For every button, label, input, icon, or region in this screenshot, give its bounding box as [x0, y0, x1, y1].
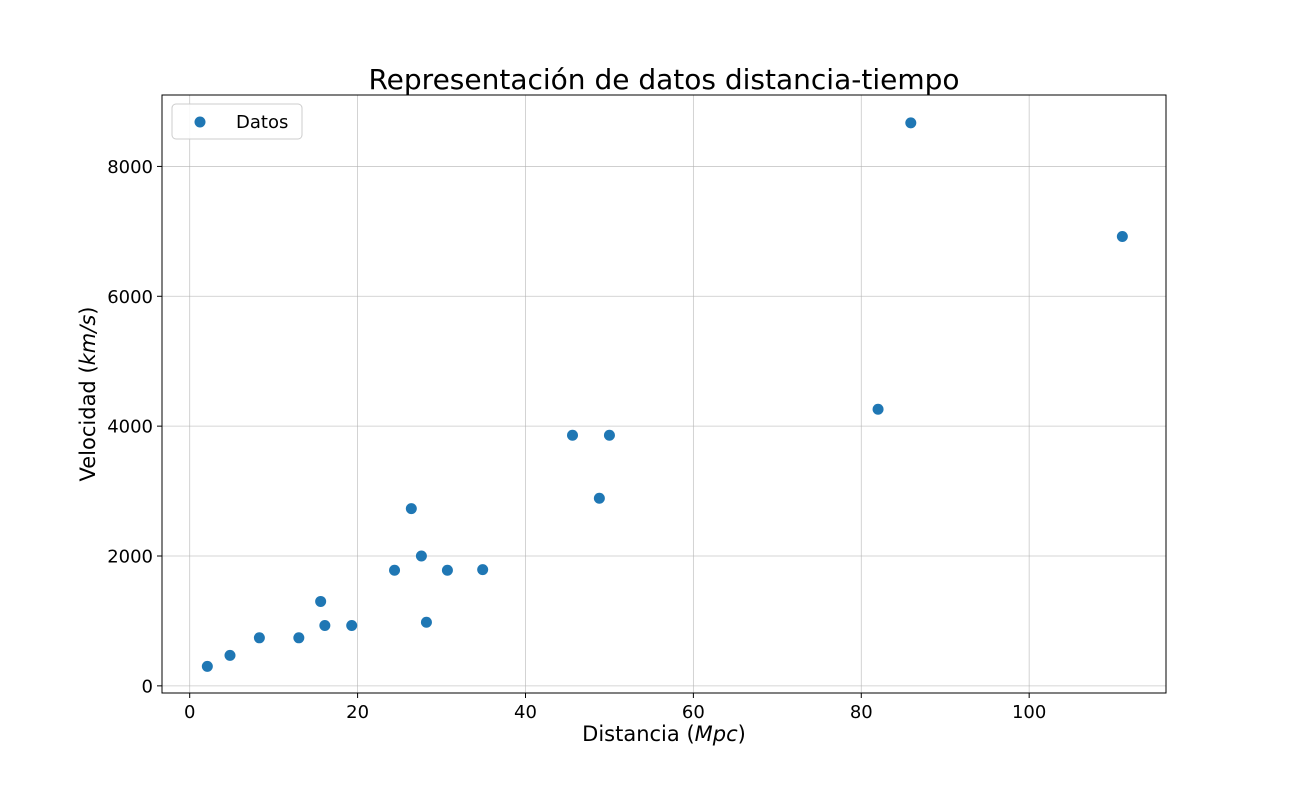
- data-point: [293, 632, 305, 644]
- y-tick-label: 6000: [107, 287, 153, 308]
- data-point: [603, 429, 615, 441]
- x-tick-label: 0: [184, 702, 195, 723]
- y-axis-label: Velocidad (km/s): [76, 307, 100, 482]
- plot-frame: [161, 94, 1167, 694]
- x-axis-ticks: 0 20 40 60 80 100: [184, 693, 1046, 723]
- data-point: [477, 564, 489, 576]
- data-points: [201, 117, 1128, 672]
- data-point: [872, 403, 884, 415]
- y-axis-label-suffix: ): [76, 307, 100, 315]
- y-tick-label: 0: [142, 676, 153, 697]
- x-tick-label: 40: [514, 702, 537, 723]
- data-point: [201, 660, 213, 672]
- x-tick-label: 60: [682, 702, 705, 723]
- grid: [162, 95, 1166, 693]
- chart-title: Representación de datos distancia-tiempo: [368, 63, 959, 96]
- data-point: [319, 619, 331, 631]
- x-axis-label: Distancia (Mpc): [582, 722, 746, 746]
- data-point: [389, 564, 401, 576]
- y-tick-label: 4000: [107, 417, 153, 438]
- data-point: [905, 117, 917, 129]
- y-tick-label: 8000: [107, 157, 153, 178]
- data-point: [1116, 231, 1128, 243]
- legend-box: [171, 103, 303, 140]
- data-point: [566, 429, 578, 441]
- legend-label-datos: Datos: [236, 112, 288, 133]
- x-tick-label: 80: [850, 702, 873, 723]
- y-axis-label-prefix: Velocidad (: [76, 365, 100, 481]
- data-point: [420, 616, 432, 628]
- data-point: [224, 649, 236, 661]
- data-point: [315, 595, 327, 607]
- y-axis-ticks: 0 2000 4000 6000 8000: [107, 157, 162, 697]
- x-tick-label: 100: [1012, 702, 1046, 723]
- data-point: [253, 632, 265, 644]
- data-point: [405, 503, 417, 515]
- legend-marker-datos: [194, 116, 206, 128]
- y-axis-label-unit: km/s: [76, 315, 100, 366]
- data-point: [415, 550, 427, 562]
- y-tick-label: 2000: [107, 546, 153, 567]
- x-axis-label-prefix: Distancia (: [582, 722, 694, 746]
- data-point: [346, 619, 358, 631]
- data-point: [441, 564, 453, 576]
- x-axis-label-unit: Mpc: [695, 722, 738, 746]
- data-point: [593, 492, 605, 504]
- x-axis-label-suffix: ): [738, 722, 746, 746]
- legend: Datos: [171, 103, 303, 140]
- x-tick-label: 20: [346, 702, 369, 723]
